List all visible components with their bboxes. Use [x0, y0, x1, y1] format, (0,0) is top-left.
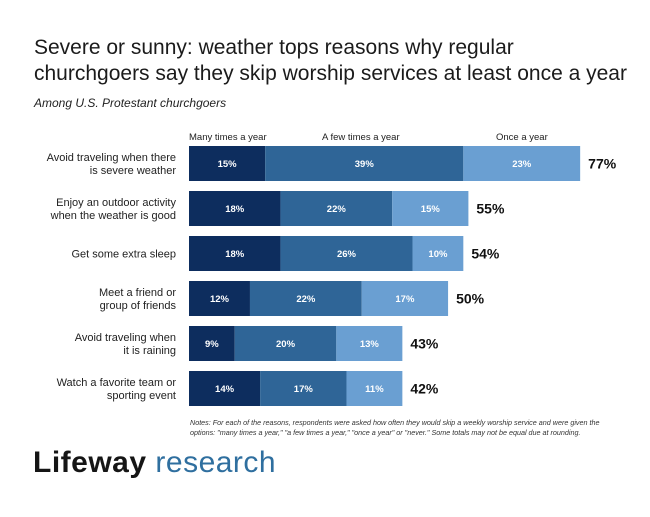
legend-label-once: Once a year — [496, 132, 548, 143]
data-label-many: 15% — [218, 159, 238, 170]
chart-subtitle: Among U.S. Protestant churchgoers — [34, 96, 227, 110]
category-label: Enjoy an outdoor activity when the weathe… — [50, 197, 177, 222]
total-label: 43% — [410, 336, 439, 352]
chart-title: Severe or sunny: weather tops reasons wh… — [34, 36, 627, 85]
bar-segment-many — [189, 371, 261, 406]
legend-label-many: Many times a year — [189, 132, 267, 143]
data-label-once: 13% — [360, 339, 380, 350]
chart-notes: Notes: For each of the reasons, responde… — [190, 418, 600, 437]
category-label-line: is severe weather — [90, 165, 177, 177]
category-label-line: when the weather is good — [50, 210, 176, 222]
bar-segment-once — [463, 146, 581, 181]
data-label-many: 9% — [205, 339, 219, 350]
data-label-few: 17% — [294, 384, 314, 395]
data-label-few: 22% — [296, 294, 316, 305]
category-label-line: group of friends — [100, 300, 177, 312]
bar-segment-few — [280, 191, 393, 226]
bar-segment-few — [260, 371, 347, 406]
bars: Avoid traveling when there is severe weat… — [47, 146, 617, 406]
total-label: 77% — [588, 156, 617, 172]
bar-row: Avoid traveling when there is severe weat… — [47, 146, 617, 181]
bar-segment-few — [234, 326, 337, 361]
total-label: 42% — [410, 381, 439, 397]
category-label-line: Watch a favorite team or — [57, 377, 177, 389]
bar-segment-few — [265, 146, 464, 181]
legend: Many times a year A few times a year Once … — [189, 132, 548, 143]
bar-segment-once — [346, 371, 403, 406]
legend-label-few: A few times a year — [322, 132, 400, 143]
category-label: Meet a friend or group of friends — [99, 287, 177, 312]
data-label-once: 17% — [395, 294, 415, 305]
category-label-line: sporting event — [107, 390, 176, 402]
logo-research: research — [155, 446, 277, 479]
data-label-once: 10% — [428, 249, 448, 260]
category-label: Avoid traveling when there is severe weat… — [47, 152, 177, 177]
bar-segment-many — [189, 326, 235, 361]
bar-segment-many — [189, 191, 281, 226]
data-label-many: 14% — [215, 384, 235, 395]
category-label-line: it is raining — [123, 345, 176, 357]
bar-segment-few — [280, 236, 413, 271]
bar-row: Watch a favorite team or sporting event 14… — [57, 371, 439, 406]
bar-segment-once — [412, 236, 464, 271]
bar-row: Avoid traveling when it is raining 9% 20% 13… — [75, 326, 439, 361]
data-label-few: 20% — [276, 339, 296, 350]
bar-segment-many — [189, 236, 281, 271]
bar-row: Meet a friend or group of friends 12% 22% 17… — [99, 281, 485, 316]
data-label-once: 11% — [365, 384, 384, 395]
data-label-few: 26% — [337, 249, 357, 260]
stacked-bar-chart: Many times a year A few times a year Once … — [47, 132, 617, 406]
bar-segment-once — [361, 281, 449, 316]
bar-segment-many — [189, 281, 250, 316]
category-label: Watch a favorite team or sporting event — [57, 377, 177, 402]
data-label-many: 18% — [225, 204, 245, 215]
lifeway-research-logo: Lifeway research — [33, 446, 276, 480]
data-label-once: 15% — [421, 204, 441, 215]
data-label-many: 18% — [225, 249, 245, 260]
data-label-few: 22% — [327, 204, 347, 215]
total-label: 54% — [471, 246, 500, 262]
category-label-line: Meet a friend or — [99, 287, 176, 299]
bar-segment-once — [336, 326, 403, 361]
total-label: 50% — [456, 291, 485, 307]
category-label-line: Avoid traveling when there — [47, 152, 176, 164]
category-label: Get some extra sleep — [71, 249, 176, 261]
logo-brand: Lifeway — [33, 446, 147, 479]
bar-row: Get some extra sleep 18% 26% 10% 54% — [71, 236, 500, 271]
category-label-line: Enjoy an outdoor activity — [56, 197, 176, 209]
data-label-many: 12% — [210, 294, 230, 305]
category-label-line: Avoid traveling when — [75, 332, 176, 344]
total-label: 55% — [476, 201, 505, 217]
bar-segment-many — [189, 146, 266, 181]
category-label-line: Get some extra sleep — [71, 249, 176, 261]
bar-segment-few — [249, 281, 362, 316]
bar-row: Enjoy an outdoor activity when the weathe… — [50, 191, 505, 226]
data-label-few: 39% — [355, 159, 375, 170]
data-label-once: 23% — [512, 159, 532, 170]
category-label: Avoid traveling when it is raining — [75, 332, 176, 357]
bar-segment-once — [392, 191, 469, 226]
